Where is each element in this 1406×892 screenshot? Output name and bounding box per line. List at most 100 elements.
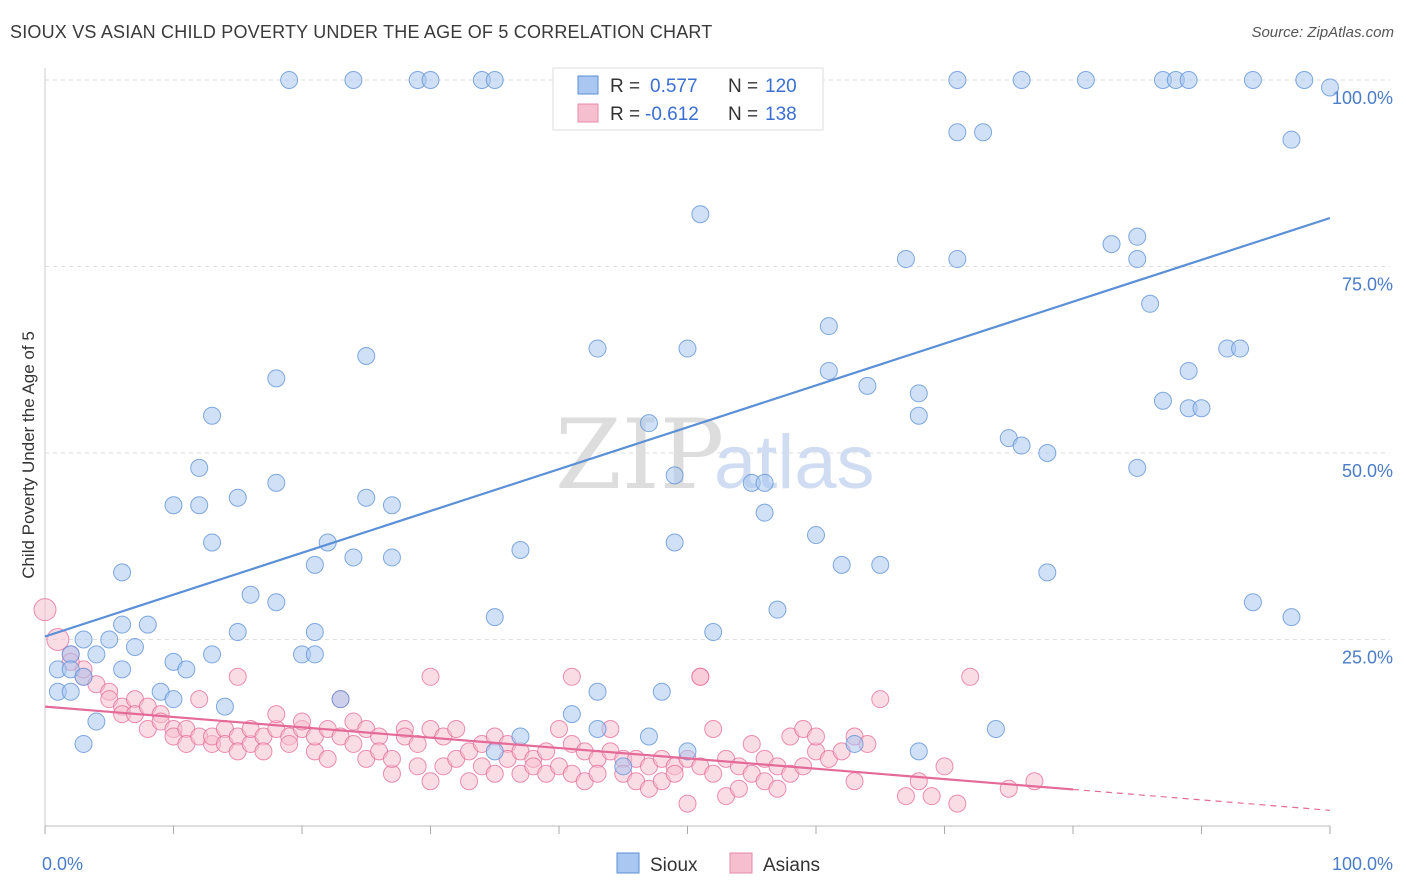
sioux-point: [485, 742, 504, 761]
asians-point: [550, 720, 568, 739]
sioux-point: [138, 615, 157, 634]
sioux-point: [652, 682, 671, 701]
asians-point: [228, 667, 247, 686]
asians-point: [665, 764, 684, 783]
bottom-legend-sioux: Sioux: [650, 855, 698, 876]
sioux-point: [382, 496, 401, 515]
sioux-point: [1076, 71, 1095, 89]
asians-point: [729, 779, 748, 798]
asians-point: [961, 667, 980, 686]
sioux-point: [1012, 436, 1031, 455]
asians-point: [935, 757, 954, 776]
sioux-point: [562, 705, 581, 724]
chart-source: Source: ZipAtlas.com: [1251, 24, 1394, 41]
sioux-point: [1192, 399, 1211, 418]
asians-points: [33, 598, 1044, 813]
sioux-point: [704, 623, 723, 642]
asians-point: [33, 598, 57, 622]
sioux-point: [755, 473, 774, 492]
sioux-point: [1282, 608, 1301, 627]
sioux-point: [267, 593, 286, 612]
sioux-point: [1179, 361, 1198, 380]
sioux-point: [909, 742, 928, 761]
asians-point: [845, 772, 864, 791]
asians-point: [948, 794, 967, 813]
asians-point: [562, 667, 581, 686]
legend-box: R = 0.577 N = 120 R = -0.612 N = 138: [552, 67, 824, 131]
asians-point: [421, 667, 440, 686]
sioux-point: [164, 496, 183, 515]
x-tick-labels: 0.0% 100.0%: [42, 854, 1393, 874]
sioux-point: [1321, 78, 1339, 97]
sioux-point: [665, 533, 684, 552]
sioux-point: [421, 71, 440, 89]
asians-point: [871, 690, 890, 709]
sioux-point: [382, 548, 401, 567]
sioux-point: [1282, 130, 1301, 149]
sioux-point: [1141, 294, 1160, 313]
asians-point: [896, 787, 915, 806]
sioux-point: [948, 250, 967, 269]
sioux-point: [344, 548, 363, 567]
sioux-point: [267, 473, 286, 492]
sioux-point: [588, 720, 607, 739]
asians-point: [267, 705, 286, 724]
sioux-points: [48, 71, 1339, 776]
sioux-point: [511, 727, 530, 746]
asians-point: [909, 772, 928, 791]
gridlines: [45, 79, 1390, 640]
sioux-point: [678, 339, 697, 358]
sioux-point: [87, 712, 106, 731]
asians-point: [922, 787, 941, 806]
sioux-point: [588, 339, 607, 358]
bottom-legend-asians: Asians: [763, 855, 820, 876]
axes: [44, 68, 1331, 834]
sioux-point: [305, 645, 324, 664]
sioux-point: [1295, 71, 1314, 89]
watermark-zip: ZIP: [555, 399, 724, 511]
sioux-point: [331, 690, 350, 709]
legend-n-label-sioux: N =: [728, 76, 758, 97]
sioux-point: [305, 555, 324, 574]
sioux-point: [215, 697, 234, 716]
sioux-point: [665, 466, 684, 485]
sioux-point: [871, 555, 890, 574]
asians-point: [447, 720, 466, 739]
sioux-point: [1128, 458, 1147, 477]
y-tick-label: 25.0%: [1342, 648, 1393, 668]
asians-trend-line: [44, 705, 1074, 791]
asians-point: [807, 727, 825, 746]
sioux-point: [768, 600, 787, 619]
sioux-point: [177, 660, 196, 679]
legend-r-value-asians: -0.612: [645, 104, 699, 125]
bottom-legend: Sioux Asians: [616, 852, 820, 876]
sioux-point: [691, 205, 710, 224]
sioux-point: [909, 384, 928, 403]
asians-point: [485, 764, 504, 783]
sioux-point: [858, 376, 877, 395]
asians-point: [293, 712, 311, 731]
x-tick-label: 100.0%: [1332, 854, 1393, 874]
asians-point: [190, 690, 209, 709]
sioux-point: [614, 757, 633, 776]
asians-point: [408, 734, 427, 753]
sioux-point: [948, 71, 967, 89]
legend-swatch-asians: [577, 103, 599, 123]
sioux-point: [203, 533, 222, 552]
sioux-point: [305, 623, 324, 642]
sioux-point: [511, 540, 530, 559]
sioux-point: [203, 645, 222, 664]
sioux-point: [164, 690, 183, 709]
asians-point: [768, 779, 787, 798]
sioux-point: [190, 496, 209, 515]
watermark-atlas: atlas: [714, 420, 875, 505]
legend-n-value-sioux: 120: [765, 76, 797, 97]
y-tick-label: 100.0%: [1332, 88, 1393, 108]
sioux-point: [267, 369, 286, 388]
asians-point: [344, 734, 363, 753]
asians-point: [678, 794, 697, 813]
sioux-point: [74, 630, 93, 649]
y-tick-label: 50.0%: [1342, 461, 1393, 481]
asians-point: [382, 749, 401, 768]
